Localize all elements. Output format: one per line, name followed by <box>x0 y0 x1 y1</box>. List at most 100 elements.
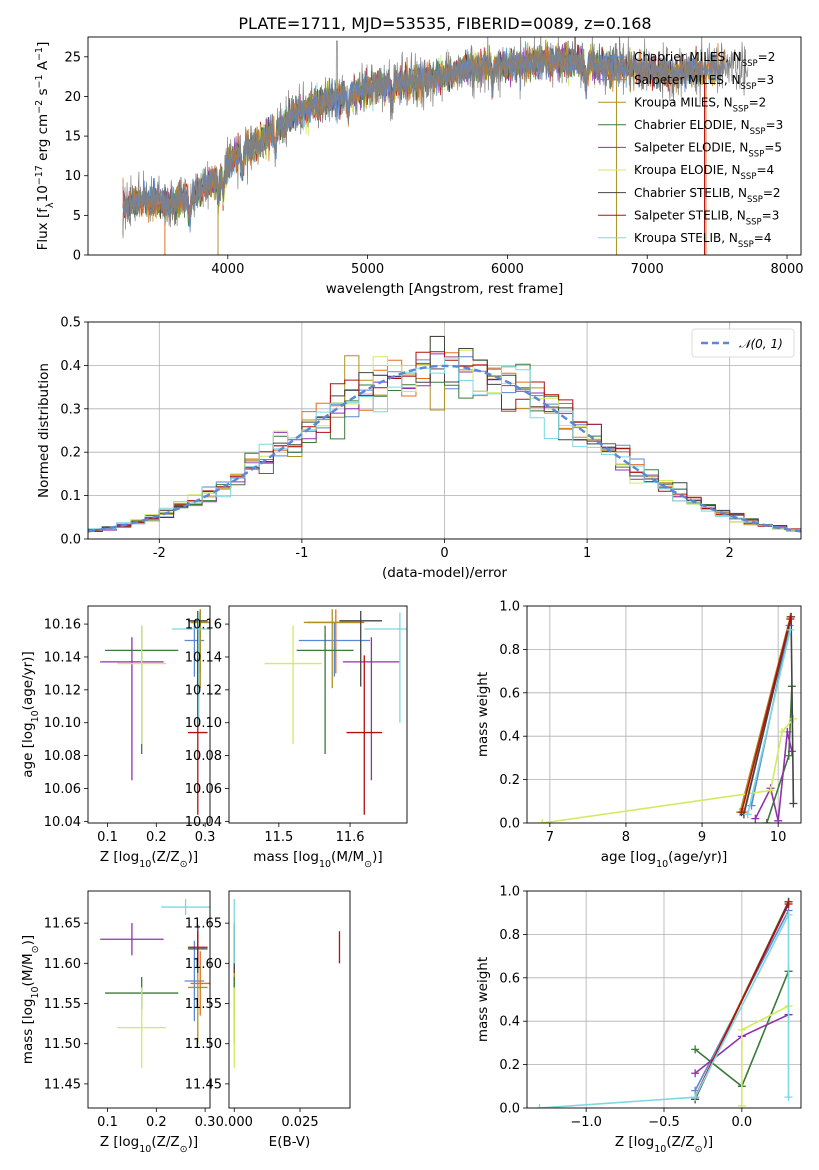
spectrum-xtick-label: 5000 <box>351 262 384 277</box>
massweight-vs-z-ytick-label: 1.0 <box>499 885 520 900</box>
mass-vs-z-frame <box>87 890 211 1109</box>
mass-weight-line <box>694 903 790 1098</box>
mass-weight-marker <box>784 751 793 760</box>
massweight-vs-z-xtick-label: 0.0 <box>731 1115 752 1130</box>
age-vs-z-panel: 0.1 0.2 0.3 10.04 10.06 10.08 10.10 10.12 10.14 1… <box>20 605 216 870</box>
massweight-vs-z-ytick-label: 0.4 <box>499 1015 520 1030</box>
mass-weight-marker <box>538 819 547 823</box>
residual-legend-label: 𝒩(0, 1) <box>739 337 783 351</box>
massweight-vs-age-xtick-label: 8 <box>622 830 630 845</box>
legend-entry: Salpeter MILES, NSSP=3 <box>634 73 774 92</box>
mass-weight-marker <box>535 1104 544 1108</box>
residuals-xtick-label: 1 <box>583 546 591 561</box>
mass-weight-marker <box>777 727 786 736</box>
mass-weight-marker <box>789 799 798 808</box>
massweight-vs-age-ytick-label: 0.0 <box>499 817 520 832</box>
chart-layer: 4000 5000 6000 7000 80000510152025wavelength… <box>20 36 804 1155</box>
mass-vs-ebv-ytick-label: 11.65 <box>185 917 222 932</box>
mass-vs-z-xtick-label: 0.3 <box>195 1115 216 1130</box>
spectrum-xtick-label: 4000 <box>211 262 244 277</box>
spectrum-ytick-label: 10 <box>64 169 81 184</box>
residuals-xtick-label: -2 <box>153 546 166 561</box>
mass-weight-marker <box>784 910 793 919</box>
mass-vs-ebv-panel: 0.000 0.025 11.45 11.50 11.55 11.60 11.65 E(B-V… <box>185 890 351 1150</box>
mass-weight-marker <box>784 900 793 909</box>
spectrum-xtick-label: 8000 <box>770 262 803 277</box>
legend-entry: Kroupa STELIB, NSSP=4 <box>634 231 772 250</box>
mass-weight-marker <box>787 747 796 756</box>
spectrum-plot-area <box>122 37 749 255</box>
mass-vs-ebv-xtick-label: 0.025 <box>281 1115 318 1130</box>
mass-vs-ebv-frame <box>228 890 351 1109</box>
age-vs-z-ytick-label: 10.14 <box>44 650 81 665</box>
mass-weight-marker <box>737 808 746 817</box>
residuals-xlabel: (data-model)/error <box>382 565 508 581</box>
mass-vs-z-ytick-label: 11.65 <box>44 917 81 932</box>
age-vs-mass-ytick-label: 10.10 <box>185 716 222 731</box>
age-vs-mass-xtick-label: 11.6 <box>336 830 365 845</box>
spectrum-ylabel: Flux [fλ10−17 erg cm−2 s−1 A−1] <box>34 42 56 251</box>
massweight-vs-age-panel: 7 8 9 10 0.0 0.2 0.4 0.6 0.8 1.0 age [log10(age/yr… <box>475 600 802 870</box>
residuals-frame <box>87 321 802 540</box>
spectrum-xtick-label: 6000 <box>491 262 524 277</box>
age-vs-mass-ytick-label: 10.04 <box>185 815 222 830</box>
massweight-vs-age-ytick-label: 0.4 <box>499 730 520 745</box>
massweight-vs-z-ytick-label: 0.6 <box>499 971 520 986</box>
normal-curve <box>88 364 801 533</box>
mass-weight-marker <box>691 1069 700 1078</box>
legend-entry: Chabrier ELODIE, NSSP=3 <box>634 118 783 137</box>
legend-entry: Kroupa MILES, NSSP=2 <box>634 95 766 114</box>
mass-vs-ebv-ytick-label: 11.55 <box>185 997 222 1012</box>
spectrum-xlabel: wavelength [Angstrom, rest frame] <box>326 281 564 297</box>
mass-vs-ebv-plot-area <box>233 899 341 1068</box>
mass-weight-line <box>746 629 792 815</box>
observed-spectrum-line <box>122 37 749 239</box>
mass-weight-marker <box>743 810 752 819</box>
legend-entry: Chabrier MILES, NSSP=2 <box>634 50 775 69</box>
massweight-vs-age-ytick-label: 0.6 <box>499 686 520 701</box>
mass-weight-marker <box>751 814 760 823</box>
mass-vs-z-panel: 0.1 0.2 0.3 11.45 11.50 11.55 11.60 11.65 Z [log… <box>20 890 216 1155</box>
age-vs-z-ytick-label: 10.10 <box>44 716 81 731</box>
residual-legend-box <box>691 328 795 358</box>
residuals-xtick-label: -1 <box>295 546 308 561</box>
mass-vs-ebv-xlabel: E(B-V) <box>269 1134 311 1150</box>
massweight-vs-z-panel: −1.0 −0.5 0.0 0.0 0.2 0.4 0.6 0.8 1.0 Z [log10(Z/… <box>475 885 802 1155</box>
massweight-vs-z-plot-area <box>527 891 801 1108</box>
massweight-vs-age-frame <box>526 605 802 824</box>
massweight-vs-age-xtick-label: 10 <box>770 830 787 845</box>
age-vs-z-xlabel: Z [log10(Z/Z⊙)] <box>100 849 198 870</box>
age-vs-mass-xlabel: mass [log10(M/M⊙)] <box>253 849 382 870</box>
residuals-plot-area <box>88 322 801 539</box>
legend-entry: Chabrier STELIB, NSSP=2 <box>634 186 781 205</box>
spectrum-legend: Chabrier MILES, NSSP=2 Salpeter MILES, NS… <box>598 50 783 250</box>
massweight-vs-z-ylabel: mass weight <box>475 957 491 1042</box>
mass-weight-marker <box>786 615 795 624</box>
residuals-xtick-label: 0 <box>440 546 448 561</box>
legend-entry: Salpeter STELIB, NSSP=3 <box>634 208 779 227</box>
massweight-vs-age-ylabel: mass weight <box>475 672 491 757</box>
spectrum-frame <box>87 36 802 256</box>
age-vs-z-plot-area <box>100 609 210 815</box>
mass-vs-ebv-ytick-label: 11.60 <box>185 957 222 972</box>
mass-weight-marker <box>737 1025 746 1034</box>
massweight-vs-age-ytick-label: 0.8 <box>499 643 520 658</box>
spectrum-ytick-label: 5 <box>73 209 81 224</box>
legend-entry: Kroupa ELODIE, NSSP=4 <box>634 163 774 182</box>
mass-weight-marker <box>691 1045 700 1054</box>
massweight-vs-z-xtick-label: −0.5 <box>648 1115 680 1130</box>
age-vs-z-xtick-label: 0.2 <box>146 830 167 845</box>
mass-vs-z-xlabel: Z [log10(Z/Z⊙)] <box>100 1134 198 1155</box>
age-vs-z-xtick-label: 0.3 <box>195 830 216 845</box>
age-vs-mass-plot-area <box>264 609 407 815</box>
mass-weight-marker <box>762 819 771 823</box>
massweight-vs-age-xtick-label: 9 <box>698 830 706 845</box>
residuals-ytick-label: 0.3 <box>60 402 81 417</box>
residuals-xtick-label: 2 <box>726 546 734 561</box>
age-vs-mass-ytick-label: 10.14 <box>185 650 222 665</box>
age-vs-z-ytick-label: 10.08 <box>44 749 81 764</box>
massweight-vs-z-ytick-label: 0.0 <box>499 1102 520 1117</box>
residuals-ytick-label: 0.4 <box>60 359 81 374</box>
spectrum-ytick-label: 20 <box>64 90 81 105</box>
